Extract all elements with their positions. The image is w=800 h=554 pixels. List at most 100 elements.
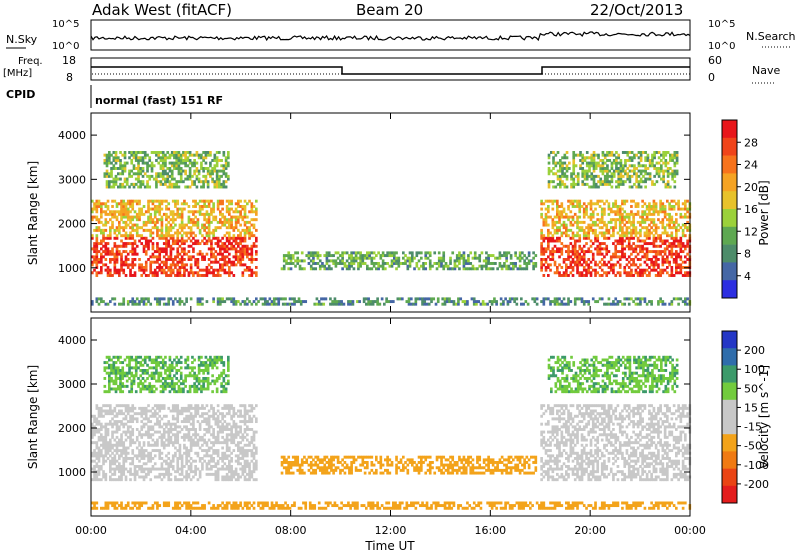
heatmap-cell (151, 438, 155, 442)
heatmap-cell (607, 297, 611, 301)
heatmap-cell (207, 231, 211, 235)
heatmap-cell (167, 422, 171, 426)
heatmap-cell (171, 247, 175, 251)
heatmap-cell (237, 255, 240, 259)
heatmap-cell (565, 151, 569, 154)
heatmap-cell (171, 406, 175, 410)
heatmap-cell (197, 169, 201, 173)
heatmap-cell (95, 465, 99, 468)
heatmap-cell (670, 266, 674, 269)
heatmap-cell (472, 297, 476, 301)
heatmap-cell (424, 267, 428, 271)
heatmap-cell (607, 302, 611, 306)
heatmap-cell (348, 254, 351, 258)
heatmap-cell (325, 254, 329, 258)
heatmap-cell (185, 435, 188, 439)
heatmap-cell (573, 220, 577, 224)
heatmap-cell (192, 218, 195, 222)
heatmap-cell (540, 244, 543, 248)
heatmap-cell (352, 259, 356, 263)
heatmap-cell (670, 302, 674, 306)
heatmap-cell (449, 259, 452, 263)
heatmap-cell (508, 300, 512, 304)
heatmap-cell (158, 252, 162, 256)
heatmap-cell (592, 161, 596, 165)
heatmap-cell (582, 244, 586, 248)
heatmap-cell (359, 259, 362, 263)
heatmap-cell (165, 266, 168, 269)
heatmap-cell (648, 218, 651, 222)
heatmap-cell (111, 425, 114, 429)
heatmap-cell (100, 449, 103, 453)
heatmap-cell (207, 228, 211, 232)
heatmap-cell (651, 153, 654, 157)
heatmap-cell (95, 475, 99, 479)
heatmap-cell (642, 169, 645, 173)
heatmap-cell (449, 267, 452, 271)
heatmap-cell (547, 223, 550, 227)
heatmap-cell (180, 300, 184, 304)
heatmap-cell (202, 159, 205, 162)
heatmap-cell (669, 167, 672, 170)
heatmap-cell (661, 242, 665, 246)
heatmap-cell (134, 156, 138, 160)
heatmap-cell (634, 202, 638, 206)
heatmap-cell (596, 244, 600, 248)
heatmap-cell (122, 467, 126, 471)
heatmap-cell (176, 271, 180, 275)
heatmap-cell (223, 300, 227, 304)
heatmap-cell (133, 417, 137, 421)
heatmap-cell (668, 205, 671, 208)
heatmap-cell (198, 422, 202, 426)
heatmap-cell (227, 153, 230, 157)
heatmap-cell (95, 199, 99, 203)
heatmap-cell (675, 218, 678, 222)
heatmap-cell (653, 153, 656, 157)
heatmap-cell (221, 244, 224, 248)
heatmap-cell (681, 244, 685, 248)
heatmap-cell (142, 302, 146, 306)
heatmap-cell (221, 202, 224, 206)
heatmap-cell (147, 428, 150, 431)
heatmap-cell (135, 420, 139, 424)
heatmap-cell (686, 199, 689, 203)
heatmap-cell (201, 404, 204, 408)
heatmap-cell (183, 202, 186, 206)
cpid-text: normal (fast) 151 RF (95, 94, 223, 107)
heatmap-cell (216, 239, 220, 243)
heatmap-cell (203, 428, 206, 431)
heatmap-cell (146, 180, 149, 184)
heatmap-cell (341, 254, 344, 258)
heatmap-cell (189, 470, 193, 474)
heatmap-cell (350, 254, 353, 258)
heatmap-cell (549, 263, 552, 267)
heatmap-cell (437, 264, 441, 268)
heatmap-cell (189, 210, 193, 214)
heatmap-cell (282, 267, 286, 271)
heatmap-cell (111, 422, 114, 426)
heatmap-cell (559, 177, 562, 181)
heatmap-cell (423, 297, 427, 301)
heatmap-cell (669, 153, 672, 157)
heatmap-cell (95, 250, 99, 254)
heatmap-cell (123, 156, 127, 160)
heatmap-cell (180, 223, 184, 227)
heatmap-cell (115, 446, 119, 450)
heatmap-cell (156, 226, 159, 230)
heatmap-cell (348, 267, 351, 271)
heatmap-cell (149, 255, 153, 259)
heatmap-cell (675, 159, 679, 162)
heatmap-cell (137, 151, 140, 154)
heatmap-cell (175, 185, 179, 189)
heatmap-cell (600, 234, 604, 238)
heatmap-cell (587, 266, 591, 269)
heatmap-cell (354, 259, 358, 263)
heatmap-cell (239, 260, 242, 264)
heatmap-cell (140, 428, 144, 431)
heatmap-cell (203, 406, 206, 410)
heatmap-cell (212, 236, 215, 240)
heatmap-cell (155, 185, 158, 189)
power-heatmap (91, 151, 692, 306)
heatmap-cell (424, 251, 428, 255)
heatmap-cell (207, 199, 211, 203)
